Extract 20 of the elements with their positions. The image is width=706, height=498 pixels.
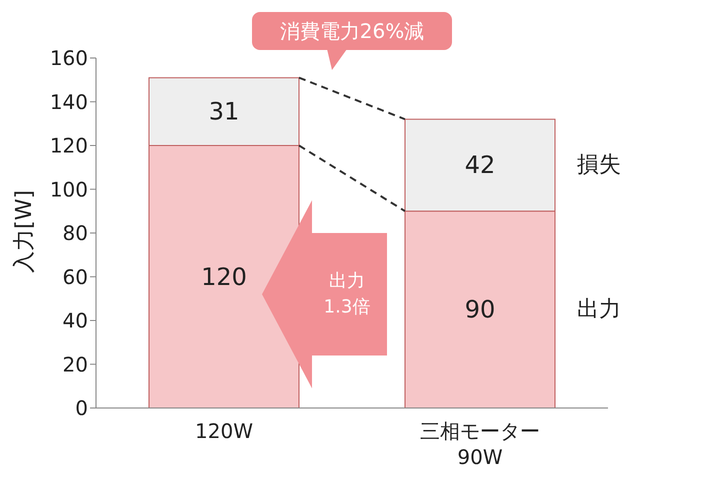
- series-label: 損失: [577, 152, 621, 178]
- data-label: 42: [464, 151, 496, 180]
- data-label: 31: [208, 98, 240, 126]
- data-label: 90: [464, 296, 496, 324]
- y-tick-label: 80: [62, 221, 88, 246]
- x-tick-label: 120W: [195, 419, 254, 443]
- series-label: 出力: [577, 297, 621, 322]
- y-tick-label: 100: [50, 177, 88, 202]
- y-axis-title: 入力[W]: [12, 190, 37, 273]
- annotation: 出力 1.3倍: [324, 270, 370, 318]
- text: 消費電力26%減: [280, 19, 424, 43]
- y-tick-label: 60: [62, 264, 88, 289]
- x-tick-label: 三相モーター 90W: [420, 419, 540, 469]
- data-label: 120: [201, 262, 247, 291]
- y-tick-label: 40: [62, 308, 88, 333]
- y-tick-label: 160: [50, 46, 88, 70]
- y-tick-label: 120: [50, 134, 88, 158]
- y-tick-label: 20: [62, 352, 88, 376]
- y-tick-label: 140: [50, 90, 88, 114]
- y-tick-label: 0: [75, 396, 88, 420]
